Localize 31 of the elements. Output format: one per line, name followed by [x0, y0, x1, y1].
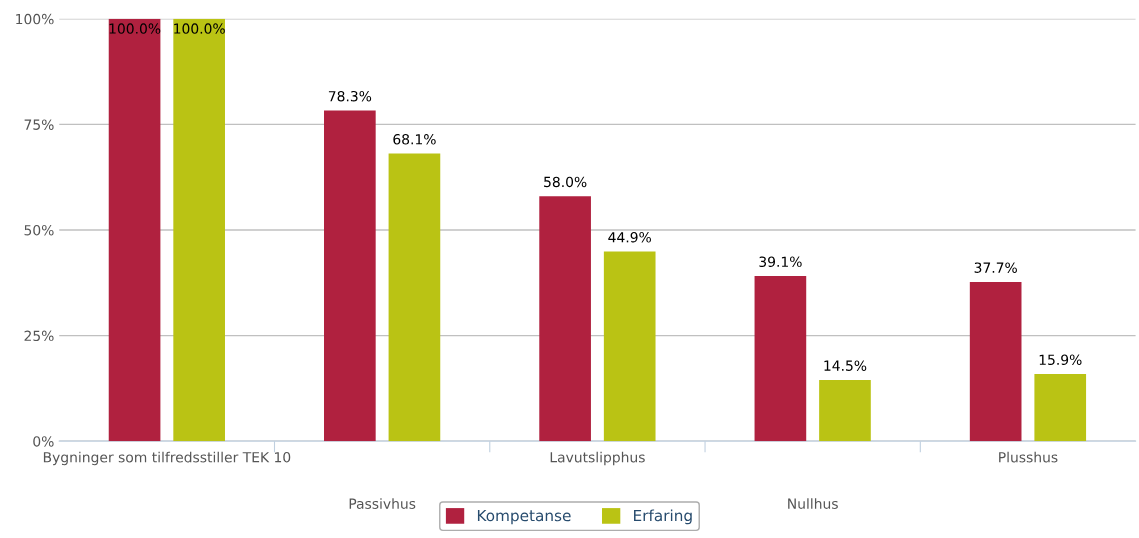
data-label: 58.0%: [544, 176, 587, 188]
y-tick-label: 25%: [24, 330, 54, 342]
y-tick-label: 75%: [24, 119, 54, 130]
data-label: 100.0%: [174, 23, 225, 34]
bar: [173, 18, 225, 442]
bar: [819, 379, 871, 442]
legend-label: Kompetanse: [477, 509, 571, 525]
x-tick-label: Nullhus: [788, 498, 838, 509]
y-tick-label: 100%: [16, 13, 54, 25]
bar: [754, 276, 807, 442]
bar: [388, 153, 441, 442]
data-label: 15.9%: [1039, 354, 1082, 365]
x-tick-label: Lavutslipphus: [550, 451, 645, 466]
data-label: 14.5%: [824, 360, 867, 371]
bar: [324, 110, 376, 442]
bar: [603, 251, 656, 442]
data-label: 44.9%: [608, 232, 651, 243]
x-tick-label: Bygninger som tilfredsstiller TEK 10: [43, 451, 291, 466]
bar: [539, 196, 591, 442]
y-tick-label: 50%: [24, 224, 54, 236]
data-label: 37.7%: [974, 262, 1017, 273]
bar: [969, 281, 1022, 442]
data-label: 68.1%: [393, 134, 436, 145]
data-label: 78.3%: [328, 90, 372, 102]
bar: [108, 18, 161, 442]
data-label: 39.1%: [759, 256, 802, 267]
x-tick-label: Passivhus: [349, 498, 416, 509]
y-tick-label: 0%: [33, 436, 54, 447]
bar: [1034, 374, 1087, 442]
legend-label: Erfaring: [634, 509, 692, 525]
x-tick-label: Plusshus: [999, 451, 1058, 463]
